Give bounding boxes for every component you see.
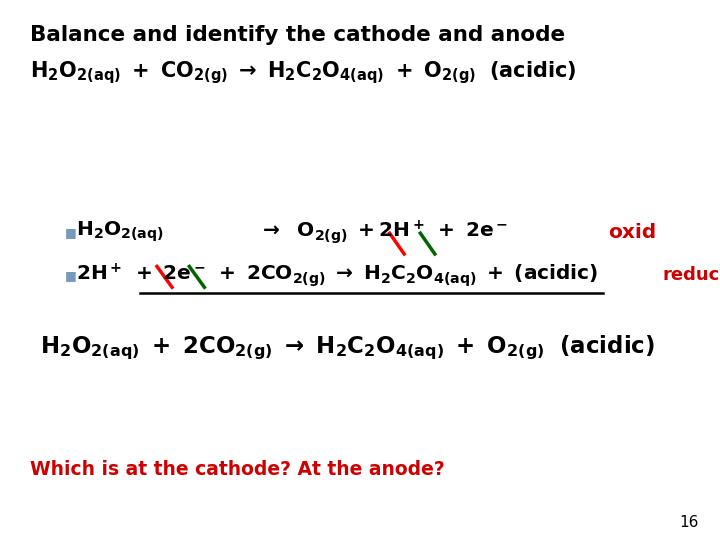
Text: reduc: reduc <box>662 266 720 285</box>
Text: $\mathbf{H_2O_{2(aq)}}$: $\mathbf{H_2O_{2(aq)}}$ <box>76 220 163 245</box>
Text: Which is at the cathode? At the anode?: Which is at the cathode? At the anode? <box>30 460 445 480</box>
Text: ■: ■ <box>65 226 76 239</box>
Text: Balance and identify the cathode and anode: Balance and identify the cathode and ano… <box>30 25 565 45</box>
Text: $\mathbf{H_2O_{2(aq)}\ +\ 2CO_{2(g)}\ \rightarrow\ H_2C_2O_{4(aq)}\ +\ O_{2(g)}\: $\mathbf{H_2O_{2(aq)}\ +\ 2CO_{2(g)}\ \r… <box>40 334 654 362</box>
Text: $\mathbf{2H^+\ +\ 2e^-\ +\ 2CO_{2(g)}\ \rightarrow\ H_2C_2O_{4(aq)}\ +\ (acidic): $\mathbf{2H^+\ +\ 2e^-\ +\ 2CO_{2(g)}\ \… <box>76 261 598 289</box>
Text: $\mathbf{\rightarrow\ \ O_{2(g)}\ +2H^+\ +\ 2e^-}$: $\mathbf{\rightarrow\ \ O_{2(g)}\ +2H^+\… <box>259 218 508 246</box>
Text: ■: ■ <box>65 269 76 282</box>
Text: $\mathbf{H_2O_{2(aq)}\ +\ CO_{2(g)}\ \rightarrow\ H_2C_2O_{4(aq)}\ +\ O_{2(g)}}$: $\mathbf{H_2O_{2(aq)}\ +\ CO_{2(g)}\ \ri… <box>30 59 577 86</box>
Text: 16: 16 <box>679 515 698 530</box>
Text: oxid: oxid <box>608 222 657 242</box>
